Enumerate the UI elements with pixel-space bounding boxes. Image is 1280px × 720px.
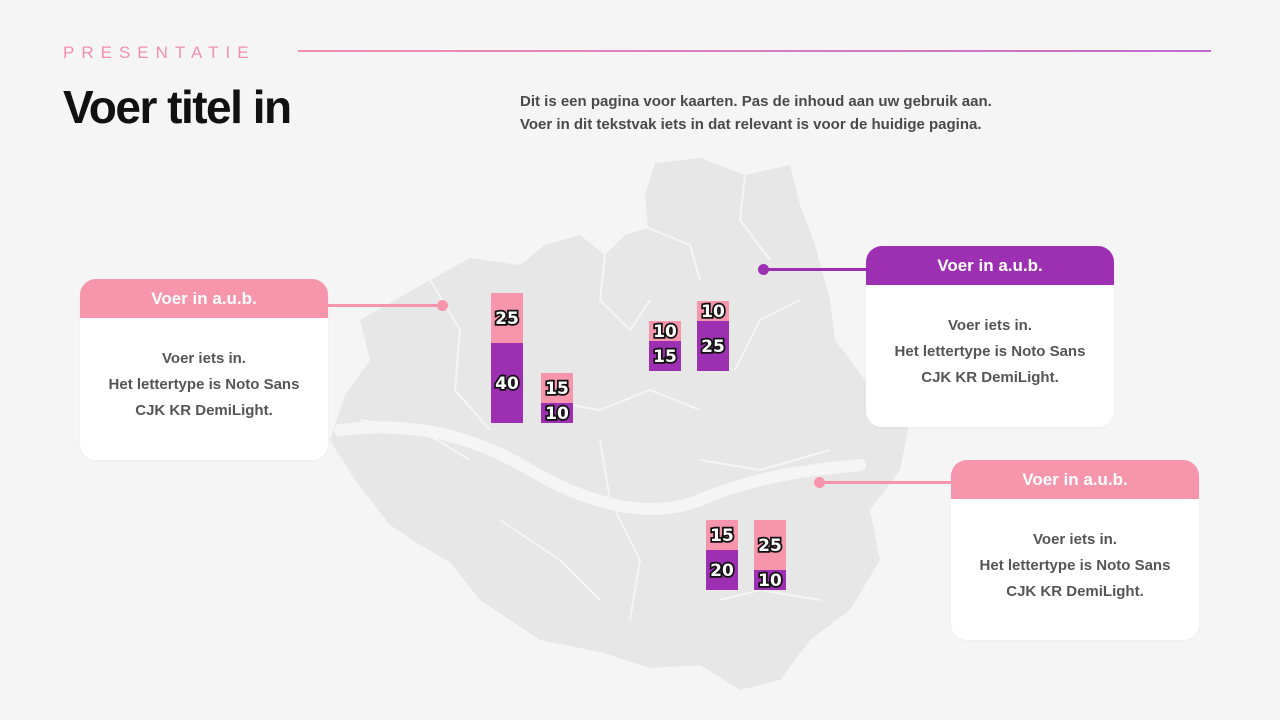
card-body: Voer iets in. Het lettertype is Noto San… <box>951 499 1199 605</box>
bar-value-top: 15 <box>710 526 734 546</box>
card-line: CJK KR DemiLight. <box>1006 583 1144 600</box>
bar-segment-bottom <box>541 403 573 423</box>
card-heading: Voer in a.u.b. <box>866 246 1114 285</box>
river <box>334 421 866 515</box>
card-body: Voer iets in. Het lettertype is Noto San… <box>80 318 328 424</box>
bar-segment-top <box>491 293 523 343</box>
bar-segment-top <box>754 520 786 570</box>
info-card-right-top[interactable]: Voer in a.u.b. Voer iets in. Het lettert… <box>866 246 1114 427</box>
card-line: Voer iets in. <box>1033 531 1117 548</box>
card-line: Voer iets in. <box>948 317 1032 334</box>
bar-value-top: 10 <box>701 302 725 322</box>
card-line: Het lettertype is Noto Sans <box>894 343 1086 360</box>
page-description[interactable]: Dit is een pagina voor kaarten. Pas de i… <box>520 90 992 136</box>
bar-segment-bottom <box>491 343 523 423</box>
bar-value-bottom: 25 <box>701 337 725 357</box>
bar-value-top: 25 <box>758 536 782 556</box>
eyebrow-divider <box>298 50 1211 52</box>
card-heading: Voer in a.u.b. <box>80 279 328 318</box>
bar-segment-bottom <box>754 570 786 590</box>
bar-segment-bottom <box>649 341 681 371</box>
connector-line-right-bottom <box>820 481 952 484</box>
bar-segment-bottom <box>706 550 738 590</box>
bar-segment-top <box>697 301 729 321</box>
bar-value-top: 15 <box>545 379 569 399</box>
card-line: Voer iets in. <box>162 350 246 367</box>
page-title[interactable]: Voer titel in <box>63 81 292 133</box>
card-heading: Voer in a.u.b. <box>951 460 1199 499</box>
bar-segment-top <box>706 520 738 550</box>
bar-value-bottom: 10 <box>758 571 782 591</box>
connector-line-right-top <box>764 268 868 271</box>
description-line-2: Voer in dit tekstvak iets in dat relevan… <box>520 116 982 133</box>
connector-line-left <box>328 304 442 307</box>
bar-value-bottom: 15 <box>653 347 677 367</box>
card-line: Het lettertype is Noto Sans <box>108 376 300 393</box>
connector-dot-left <box>437 300 448 311</box>
bar-value-top: 10 <box>653 322 677 342</box>
connector-dot-right-top <box>758 264 769 275</box>
bar-value-bottom: 10 <box>545 404 569 424</box>
card-line: Het lettertype is Noto Sans <box>979 557 1171 574</box>
bar-value-top: 25 <box>495 309 519 329</box>
info-card-right-bottom[interactable]: Voer in a.u.b. Voer iets in. Het lettert… <box>951 460 1199 640</box>
bar-segment-top <box>649 321 681 341</box>
card-body: Voer iets in. Het lettertype is Noto San… <box>866 285 1114 391</box>
card-line: CJK KR DemiLight. <box>135 402 273 419</box>
connector-dot-right-bottom <box>814 477 825 488</box>
bar-segment-bottom <box>697 321 729 371</box>
info-card-left[interactable]: Voer in a.u.b. Voer iets in. Het lettert… <box>80 279 328 460</box>
eyebrow-label: PRESENTATIE <box>63 43 256 62</box>
bar-value-bottom: 20 <box>710 561 734 581</box>
card-line: CJK KR DemiLight. <box>921 369 1059 386</box>
description-line-1: Dit is een pagina voor kaarten. Pas de i… <box>520 93 992 110</box>
bar-segment-top <box>541 373 573 403</box>
bar-value-bottom: 40 <box>495 374 519 394</box>
